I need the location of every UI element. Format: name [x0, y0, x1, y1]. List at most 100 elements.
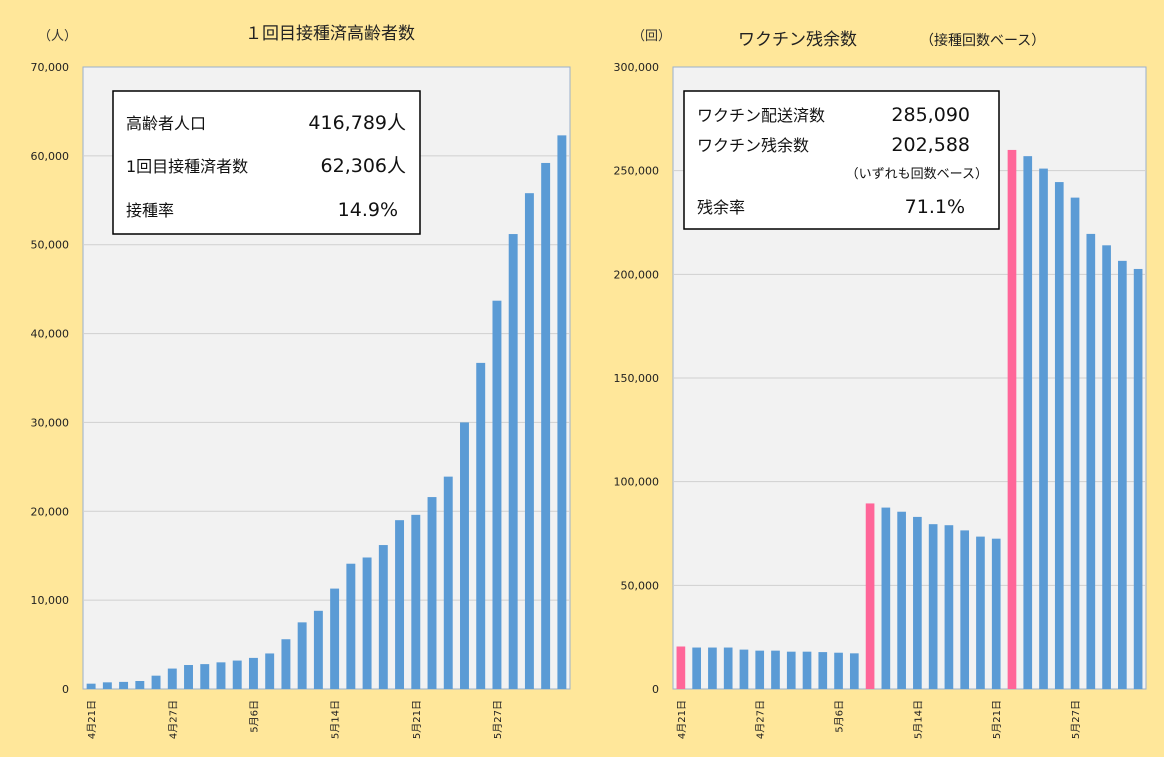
bar [944, 525, 954, 689]
right-info-frame [683, 90, 1000, 230]
right-unit-label: （回） [632, 29, 671, 44]
bar [771, 650, 780, 689]
bar [119, 681, 129, 689]
left-chart-title: １回目接種済高齢者数 [245, 24, 415, 44]
bar [1118, 260, 1127, 689]
y-tick-label: 200,000 [614, 268, 660, 281]
bar [976, 536, 985, 689]
bar [834, 652, 843, 689]
right-chart-subtitle: （接種回数ベース） [920, 32, 1045, 49]
x-tick-label: 4月27日 [755, 700, 767, 739]
left-bars [86, 135, 567, 690]
bar [849, 653, 859, 689]
bar [1133, 268, 1143, 689]
bar [708, 647, 717, 689]
bar [897, 511, 906, 689]
y-tick-label: 20,000 [31, 505, 70, 518]
bar [200, 664, 210, 689]
y-tick-label: 0 [62, 683, 69, 696]
x-tick-label: 5月27日 [492, 700, 504, 739]
right-info-value-delivered: 285,090 [891, 104, 970, 126]
bar [492, 300, 502, 689]
bar [928, 524, 938, 689]
bar [232, 660, 242, 689]
x-tick-label: 5月27日 [1070, 700, 1082, 739]
right-info-box: ワクチン配送済数 285,090 ワクチン残余数 202,588 （いずれも回数… [683, 90, 1000, 230]
bar [557, 135, 567, 689]
right-y-ticks: 0 50,000 100,000 150,000 200,000 250,000 300,0… [614, 61, 660, 696]
bar [692, 647, 701, 689]
right-info-label-rate: 残余率 [697, 198, 745, 217]
left-info-label-population: 高齢者人口 [126, 114, 206, 133]
x-tick-label: 5月21日 [411, 700, 423, 739]
bar [330, 588, 340, 689]
y-tick-label: 10,000 [31, 594, 70, 607]
y-tick-label: 250,000 [614, 165, 660, 178]
bar [427, 497, 437, 689]
left-info-value-vaccinated: 62,306人 [321, 155, 406, 177]
bar [1054, 182, 1064, 689]
bar [508, 234, 518, 689]
x-tick-label: 5月21日 [991, 700, 1003, 739]
bar [135, 681, 145, 689]
bar [1070, 197, 1080, 689]
x-tick-label: 5月14日 [330, 700, 342, 739]
bar [1086, 233, 1096, 690]
right-info-note: （いずれも回数ベース） [846, 167, 988, 182]
bar [723, 647, 733, 689]
bar [476, 362, 486, 689]
bar [184, 665, 193, 689]
y-tick-label: 60,000 [31, 150, 70, 163]
bar [960, 530, 970, 689]
right-chart-title: ワクチン残余数 [738, 30, 857, 50]
bar [346, 563, 356, 689]
x-tick-label: 5月6日 [834, 700, 846, 733]
right-info-value-remaining: 202,588 [891, 134, 970, 156]
bar [460, 422, 469, 689]
y-tick-label: 100,000 [614, 476, 660, 489]
left-info-value-population: 416,789人 [308, 112, 406, 134]
bar [541, 162, 551, 690]
bar [786, 651, 796, 689]
bar [216, 662, 226, 689]
bar [395, 520, 405, 689]
x-tick-label: 4月21日 [676, 700, 688, 739]
bar [443, 476, 453, 689]
y-tick-label: 150,000 [614, 372, 660, 385]
x-tick-label: 4月21日 [86, 700, 98, 739]
left-info-label-rate: 接種率 [126, 201, 174, 220]
bar [378, 545, 388, 689]
right-info-value-rate: 71.1% [905, 196, 965, 218]
right-bars [676, 149, 1143, 690]
bar [297, 622, 307, 689]
bar [739, 649, 749, 689]
bar [991, 538, 1001, 689]
bar [881, 507, 891, 689]
left-y-ticks: 0 10,000 20,000 30,000 40,000 50,000 60,000 70,… [31, 61, 70, 696]
left-info-label-vaccinated: 1回目接種済者数 [126, 157, 248, 176]
right-info-label-remaining: ワクチン残余数 [697, 136, 809, 155]
left-x-ticks: 4月21日 4月27日 5月6日 5月14日 5月21日 5月27日 [86, 700, 504, 739]
x-tick-label: 5月14日 [912, 700, 924, 739]
bar [411, 514, 421, 689]
bar [1039, 168, 1048, 690]
y-tick-label: 40,000 [31, 328, 70, 341]
bar [248, 657, 258, 689]
bar [102, 682, 112, 689]
y-tick-label: 50,000 [31, 239, 70, 252]
bar [1023, 156, 1033, 690]
bar [802, 651, 812, 689]
left-unit-label: （人） [38, 29, 77, 44]
x-tick-label: 5月6日 [248, 700, 260, 733]
left-chart: （人） １回目接種済高齢者数 0 10,000 20,000 30,000 40,000… [31, 24, 571, 739]
bar [281, 639, 291, 689]
bar-highlight [1007, 149, 1017, 689]
bar [1102, 245, 1111, 689]
bar [913, 516, 922, 689]
left-info-frame [112, 90, 421, 235]
left-info-box: 高齢者人口 416,789人 1回目接種済者数 62,306人 接種率 14.9… [112, 90, 421, 235]
x-tick-label: 4月27日 [167, 700, 179, 739]
left-info-value-rate: 14.9% [338, 199, 398, 221]
bar [362, 557, 372, 689]
